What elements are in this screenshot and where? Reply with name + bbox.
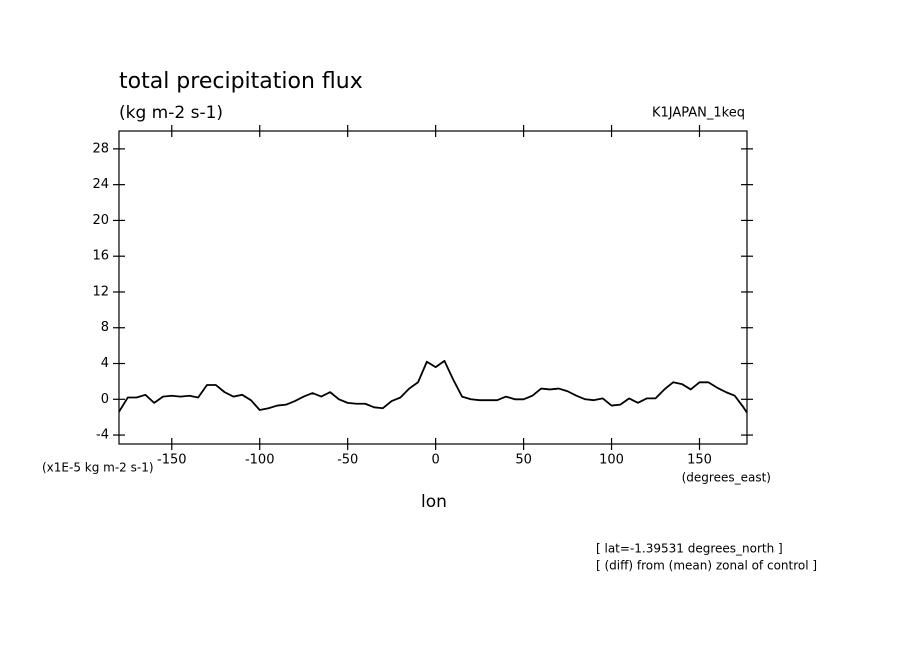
- chart-title: total precipitation flux: [119, 69, 363, 94]
- y-tick-label: 4: [101, 356, 109, 371]
- y-tick-label: -4: [96, 428, 109, 443]
- y-tick-label: 8: [101, 320, 109, 335]
- note: [ (diff) from (mean) zonal of control ]: [596, 559, 817, 573]
- chart-subtitle: (kg m-2 s-1): [119, 103, 223, 123]
- x-tick-label: 150: [687, 453, 712, 468]
- experiment-label: K1JAPAN_1keq: [652, 106, 745, 121]
- x-tick-label: -100: [245, 453, 275, 468]
- x-tick-label: 100: [599, 453, 624, 468]
- y-tick-label: 28: [92, 141, 109, 156]
- x-axis-units: (degrees_east): [682, 471, 771, 485]
- y-tick-label: 16: [92, 249, 109, 264]
- y-tick-label: 0: [101, 392, 109, 407]
- x-axis-label: lon: [421, 492, 447, 512]
- note: [ lat=-1.39531 degrees_north ]: [596, 542, 783, 556]
- x-tick-label: -50: [337, 453, 358, 468]
- x-tick-label: 50: [515, 453, 532, 468]
- y-tick-label: 12: [92, 284, 109, 299]
- data-line: [118, 359, 748, 414]
- y-axis-label: (x1E-5 kg m-2 s-1): [42, 461, 154, 475]
- x-tick-label: 0: [431, 453, 439, 468]
- plot-frame: [118, 130, 748, 445]
- y-tick-label: 24: [92, 177, 109, 192]
- x-tick-label: -150: [157, 453, 187, 468]
- y-tick-label: 20: [92, 213, 109, 228]
